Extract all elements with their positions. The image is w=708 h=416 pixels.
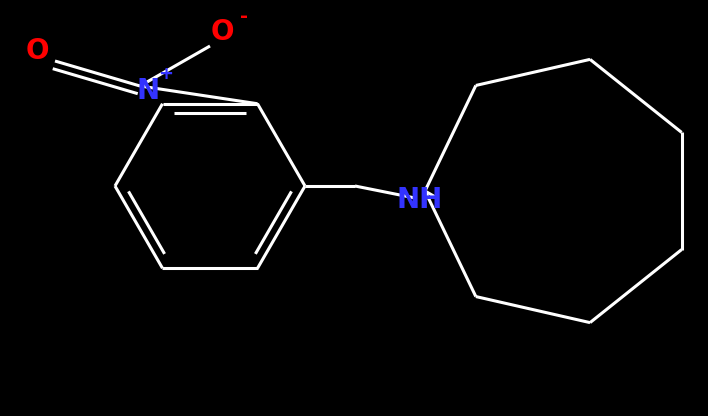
Text: NH: NH: [397, 186, 443, 214]
Text: O: O: [25, 37, 49, 65]
Text: O: O: [210, 18, 234, 46]
Text: -: -: [240, 7, 248, 25]
Text: N: N: [137, 77, 159, 105]
Text: +: +: [159, 65, 173, 83]
